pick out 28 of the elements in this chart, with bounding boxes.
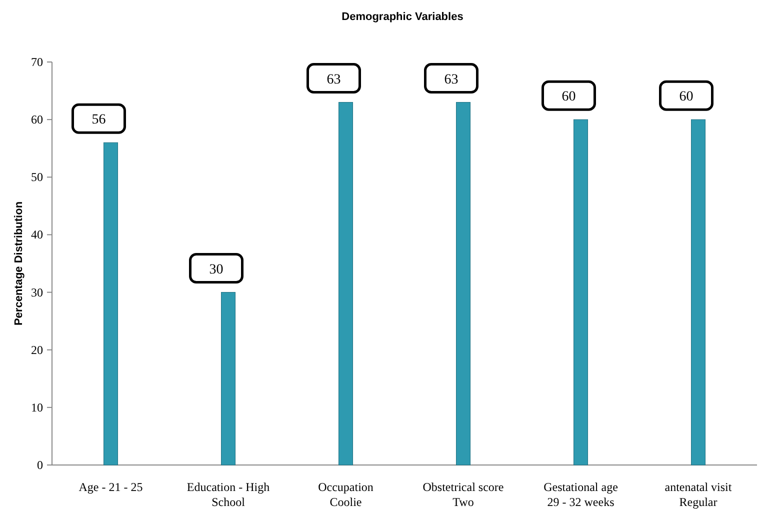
bar (691, 119, 706, 466)
y-axis-title: Percentage Distribution (13, 201, 25, 326)
bar (574, 119, 588, 466)
bar (456, 102, 470, 466)
y-tick-label: 70 (31, 55, 43, 69)
x-tick-label: Occupation Coolie (318, 480, 374, 509)
chart-title: Demographic Variables (342, 11, 464, 23)
bar (221, 292, 236, 466)
data-label: 63 (444, 72, 458, 88)
x-tick-label: Gestational age 29 - 32 weeks (544, 480, 618, 509)
x-tick-label: Age - 21 - 25 (78, 480, 143, 494)
bar (104, 142, 118, 466)
x-tick-label: Education - High School (186, 480, 270, 509)
y-tick-label: 10 (31, 400, 43, 414)
data-label: 30 (209, 262, 224, 278)
y-tick-label: 30 (31, 285, 43, 300)
y-tick-label: 0 (37, 458, 43, 472)
data-label: 56 (92, 112, 106, 128)
bar (338, 102, 353, 466)
y-tick-label: 20 (31, 342, 43, 357)
x-tick-label: antenatal visit Regular (664, 480, 732, 509)
data-label: 63 (326, 72, 341, 88)
data-label: 60 (562, 90, 576, 105)
data-label: 60 (679, 90, 694, 105)
x-tick-label: Obstetrical score Two (422, 480, 504, 509)
y-tick-label: 40 (31, 228, 43, 242)
y-tick-label: 50 (31, 170, 43, 184)
y-tick-label: 60 (31, 112, 43, 127)
